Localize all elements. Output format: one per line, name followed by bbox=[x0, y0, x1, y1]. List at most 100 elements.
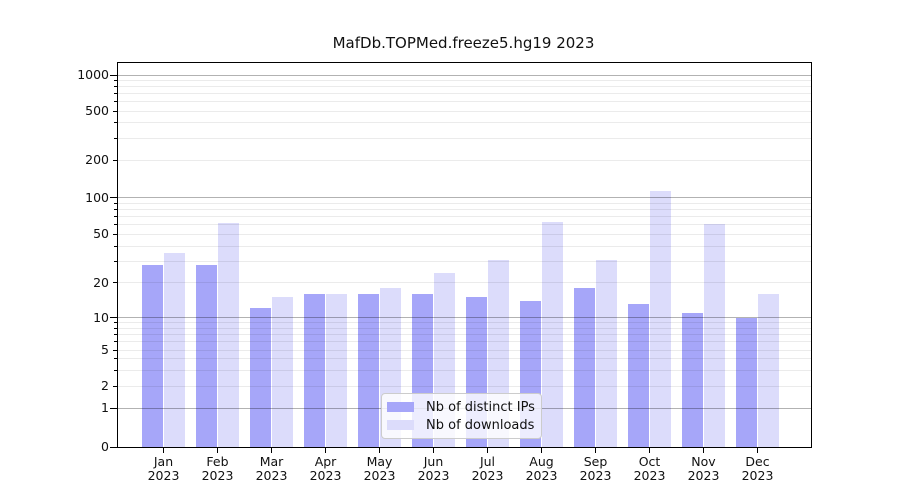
bar-ips-dec bbox=[736, 317, 757, 447]
x-label-year-aug: 2023 bbox=[525, 468, 558, 483]
y-tick-10 bbox=[110, 317, 117, 318]
bar-ips-mar bbox=[250, 308, 271, 447]
y-minortick-40 bbox=[114, 245, 117, 247]
x-label-month-apr: Apr bbox=[314, 454, 337, 469]
y-tick-5 bbox=[113, 349, 117, 351]
legend-swatch-ips bbox=[387, 402, 414, 412]
bar-downloads-dec bbox=[758, 293, 779, 447]
x-tick-sep bbox=[594, 448, 597, 453]
x-label-month-sep: Sep bbox=[583, 454, 608, 469]
y-tick-50 bbox=[113, 233, 117, 235]
x-label-year-jan: 2023 bbox=[147, 468, 180, 483]
x-label-jan: Jan 2023 bbox=[137, 455, 191, 483]
x-tick-feb bbox=[216, 448, 219, 453]
x-label-month-nov: Nov bbox=[691, 454, 716, 469]
x-label-month-jul: Jul bbox=[479, 454, 496, 469]
y-tick-0 bbox=[110, 446, 117, 448]
chart-title: MafDb.TOPMed.freeze5.hg19 2023 bbox=[332, 34, 595, 52]
y-minortick-600 bbox=[114, 101, 117, 103]
x-label-year-oct: 2023 bbox=[633, 468, 666, 483]
y-tick-label-100: 100 bbox=[85, 189, 109, 205]
y-tick-100 bbox=[110, 197, 117, 199]
y-tick-label-1000: 1000 bbox=[77, 67, 109, 82]
x-label-year-mar: 2023 bbox=[255, 468, 288, 483]
y-minortick-9 bbox=[114, 321, 117, 323]
legend-swatch-downloads bbox=[387, 420, 414, 430]
y-minortick-7 bbox=[114, 333, 117, 335]
x-label-apr: Apr 2023 bbox=[299, 455, 353, 483]
bar-downloads-jan bbox=[164, 253, 185, 447]
x-label-feb: Feb 2023 bbox=[191, 455, 245, 483]
y-minortick-4 bbox=[114, 358, 117, 360]
x-label-jul: Jul 2023 bbox=[461, 455, 515, 483]
y-tick-200 bbox=[113, 159, 117, 161]
y-minortick-60 bbox=[114, 224, 117, 226]
x-tick-dec bbox=[756, 448, 759, 453]
x-tick-jul bbox=[486, 448, 489, 453]
x-tick-jan bbox=[162, 448, 165, 453]
x-label-month-may: May bbox=[366, 454, 393, 469]
y-tick-label-0: 0 bbox=[101, 439, 109, 454]
y-minortick-800 bbox=[114, 86, 117, 88]
bar-ips-feb bbox=[196, 264, 217, 447]
plot-area: Nb of distinct IPs Nb of downloads 1000 5… bbox=[77, 62, 812, 483]
x-label-may: May 2023 bbox=[353, 455, 407, 483]
bar-ips-nov bbox=[682, 312, 703, 447]
y-tick-label-5: 5 bbox=[101, 342, 109, 358]
x-label-year-dec: 2023 bbox=[741, 468, 774, 483]
x-label-year-sep: 2023 bbox=[579, 468, 612, 483]
x-label-mar: Mar 2023 bbox=[245, 455, 299, 483]
x-label-year-jun: 2023 bbox=[417, 468, 450, 483]
y-tick-1 bbox=[110, 407, 117, 409]
bar-downloads-mar bbox=[272, 297, 293, 447]
x-label-month-dec: Dec bbox=[745, 454, 770, 469]
x-tick-mar bbox=[270, 448, 273, 453]
x-label-month-oct: Oct bbox=[638, 454, 661, 469]
x-label-month-jun: Jun bbox=[423, 454, 444, 469]
y-minortick-8 bbox=[114, 327, 117, 329]
x-label-year-may: 2023 bbox=[363, 468, 396, 483]
y-tick-label-200: 200 bbox=[85, 152, 109, 167]
bar-ips-may bbox=[358, 293, 379, 447]
y-minortick-30 bbox=[114, 260, 117, 262]
x-tick-may bbox=[378, 448, 381, 453]
x-label-sep: Sep 2023 bbox=[569, 455, 623, 483]
x-tick-oct bbox=[648, 448, 651, 453]
y-tick-label-1: 1 bbox=[101, 400, 109, 416]
y-minortick-80 bbox=[114, 208, 117, 210]
bar-ips-jan bbox=[142, 264, 163, 447]
y-tick-label-500: 500 bbox=[85, 103, 109, 118]
bar-downloads-aug bbox=[542, 222, 563, 447]
x-label-year-jul: 2023 bbox=[471, 468, 504, 483]
y-tick-1000 bbox=[110, 74, 117, 76]
x-label-jun: Jun 2023 bbox=[407, 455, 461, 483]
y-minortick-900 bbox=[114, 79, 117, 81]
bar-ips-apr bbox=[304, 293, 325, 447]
x-label-aug: Aug 2023 bbox=[515, 455, 569, 483]
x-label-oct: Oct 2023 bbox=[623, 455, 677, 483]
y-minortick-70 bbox=[114, 216, 117, 218]
x-label-month-jan: Jan bbox=[153, 454, 174, 469]
bar-ips-oct bbox=[628, 304, 649, 447]
legend-label-downloads: Nb of downloads bbox=[426, 417, 535, 433]
bar-ips-sep bbox=[574, 287, 595, 447]
y-tick-500 bbox=[113, 110, 117, 112]
y-minortick-400 bbox=[114, 122, 117, 124]
x-label-year-feb: 2023 bbox=[201, 468, 234, 483]
x-label-month-aug: Aug bbox=[529, 454, 554, 469]
bar-downloads-feb bbox=[218, 222, 239, 447]
legend-item-downloads: Nb of downloads bbox=[387, 417, 535, 433]
x-tick-nov bbox=[702, 448, 705, 453]
y-tick-label-2: 2 bbox=[101, 378, 109, 393]
x-label-year-nov: 2023 bbox=[687, 468, 720, 483]
bar-downloads-apr bbox=[326, 293, 347, 447]
y-tick-20 bbox=[113, 282, 117, 284]
y-minortick-6 bbox=[114, 341, 117, 343]
x-label-dec: Dec 2023 bbox=[731, 455, 785, 483]
y-tick-2 bbox=[113, 385, 117, 387]
x-tick-aug bbox=[540, 448, 543, 453]
y-minortick-700 bbox=[114, 93, 117, 95]
y-tick-label-10: 10 bbox=[93, 309, 109, 325]
bar-downloads-nov bbox=[704, 223, 725, 447]
